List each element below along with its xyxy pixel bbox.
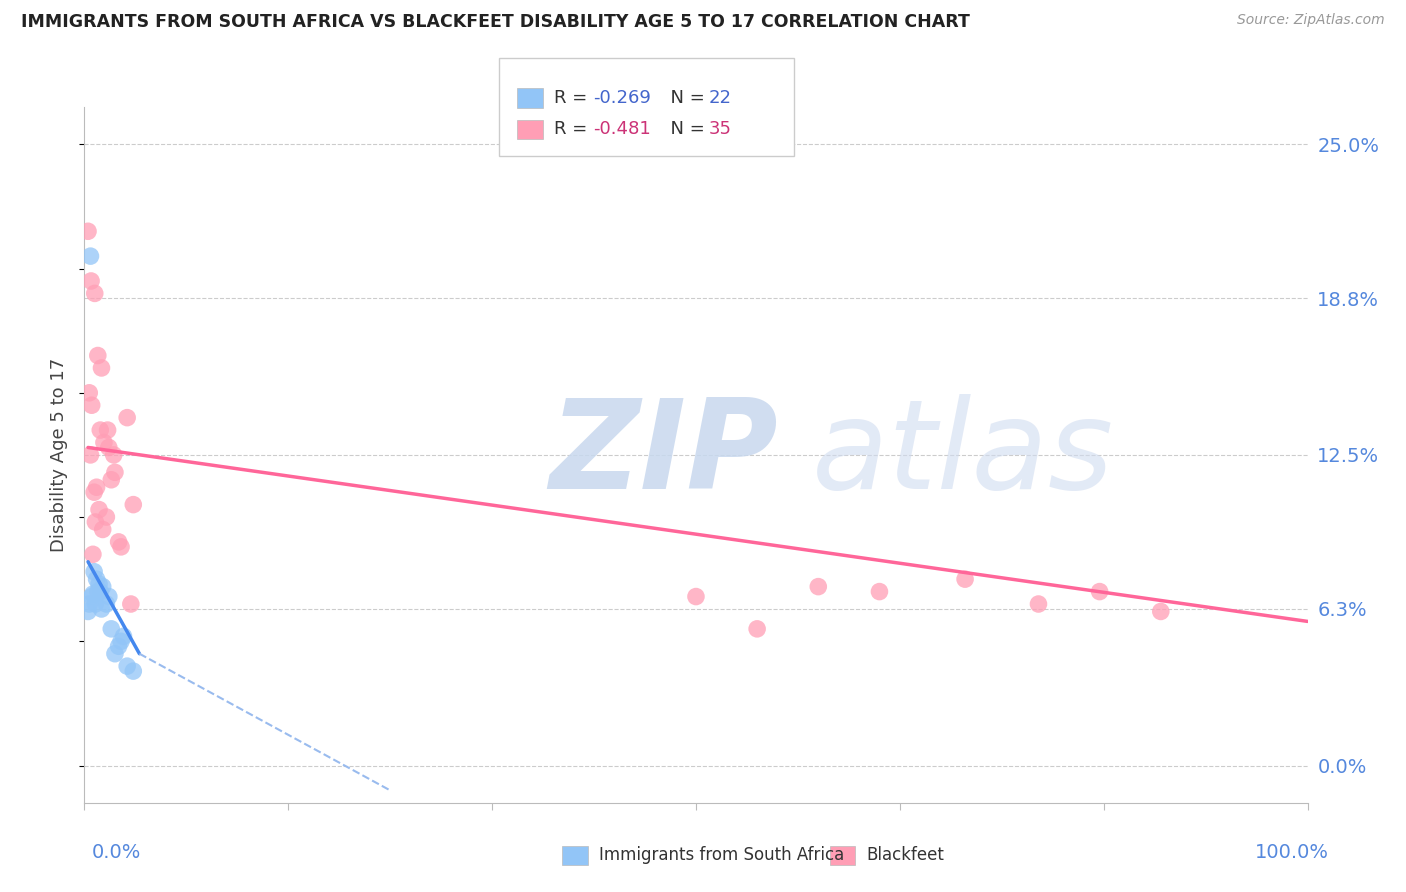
Point bbox=[115, 410, 138, 425]
Text: R =: R = bbox=[554, 120, 593, 138]
Point bbox=[91, 580, 114, 594]
Point bbox=[107, 639, 129, 653]
Text: ZIP: ZIP bbox=[550, 394, 778, 516]
Point bbox=[112, 629, 135, 643]
Text: Immigrants from South Africa: Immigrants from South Africa bbox=[599, 847, 844, 864]
Point bbox=[97, 590, 120, 604]
Text: -0.269: -0.269 bbox=[593, 89, 651, 107]
Text: 35: 35 bbox=[709, 120, 731, 138]
Point bbox=[122, 664, 145, 678]
Point bbox=[122, 498, 145, 512]
Text: IMMIGRANTS FROM SOUTH AFRICA VS BLACKFEET DISABILITY AGE 5 TO 17 CORRELATION CHA: IMMIGRANTS FROM SOUTH AFRICA VS BLACKFEE… bbox=[21, 13, 970, 31]
Text: R =: R = bbox=[554, 89, 593, 107]
Point bbox=[953, 572, 976, 586]
Point bbox=[107, 534, 129, 549]
Point bbox=[86, 480, 108, 494]
Point bbox=[97, 423, 120, 437]
Point bbox=[87, 577, 110, 591]
Point bbox=[104, 466, 127, 480]
Point bbox=[1088, 584, 1111, 599]
Text: Source: ZipAtlas.com: Source: ZipAtlas.com bbox=[1237, 13, 1385, 28]
Point bbox=[86, 572, 108, 586]
Point bbox=[87, 349, 110, 363]
Point bbox=[82, 547, 104, 561]
Point bbox=[90, 602, 112, 616]
Point bbox=[77, 605, 100, 619]
Text: Blackfeet: Blackfeet bbox=[866, 847, 943, 864]
Text: atlas: atlas bbox=[813, 394, 1115, 516]
Point bbox=[96, 510, 118, 524]
Point bbox=[1028, 597, 1050, 611]
Point bbox=[103, 448, 125, 462]
Point bbox=[110, 634, 132, 648]
Point bbox=[96, 597, 118, 611]
Y-axis label: Disability Age 5 to 17: Disability Age 5 to 17 bbox=[51, 358, 69, 552]
Point bbox=[83, 485, 105, 500]
Point bbox=[90, 361, 112, 376]
Point bbox=[869, 584, 891, 599]
Text: 0.0%: 0.0% bbox=[91, 843, 141, 862]
Point bbox=[84, 515, 107, 529]
Point bbox=[97, 441, 120, 455]
Point bbox=[89, 584, 111, 599]
Point bbox=[1150, 605, 1173, 619]
Point bbox=[77, 597, 100, 611]
Point bbox=[83, 565, 105, 579]
Point bbox=[80, 274, 103, 288]
Point bbox=[685, 590, 707, 604]
Point bbox=[807, 580, 830, 594]
Point bbox=[80, 398, 103, 412]
Point bbox=[80, 590, 103, 604]
Point bbox=[84, 597, 107, 611]
Text: N =: N = bbox=[659, 89, 711, 107]
Point bbox=[104, 647, 127, 661]
Point bbox=[89, 423, 111, 437]
Text: -0.481: -0.481 bbox=[593, 120, 651, 138]
Point bbox=[120, 597, 142, 611]
Text: 100.0%: 100.0% bbox=[1254, 843, 1329, 862]
Point bbox=[79, 448, 101, 462]
Point bbox=[110, 540, 132, 554]
Text: N =: N = bbox=[659, 120, 711, 138]
Point bbox=[100, 622, 122, 636]
Text: 22: 22 bbox=[709, 89, 731, 107]
Point bbox=[115, 659, 138, 673]
Point bbox=[79, 249, 101, 263]
Point bbox=[93, 435, 115, 450]
Point bbox=[91, 523, 114, 537]
Point bbox=[83, 286, 105, 301]
Point bbox=[82, 587, 104, 601]
Point bbox=[87, 584, 110, 599]
Point bbox=[77, 224, 100, 238]
Point bbox=[77, 385, 100, 400]
Point bbox=[100, 473, 122, 487]
Point bbox=[747, 622, 769, 636]
Point bbox=[87, 502, 110, 516]
